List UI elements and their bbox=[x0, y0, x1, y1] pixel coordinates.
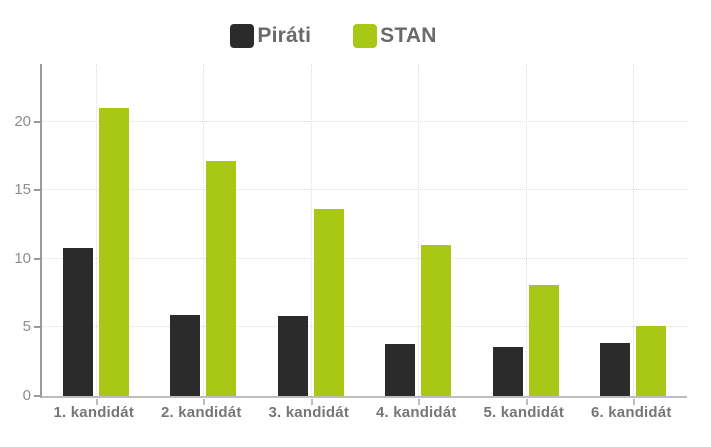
x-tick-2 bbox=[203, 399, 206, 405]
gridline-y-5 bbox=[42, 326, 687, 328]
y-tick-label-10: 10 bbox=[14, 249, 31, 267]
bar-piráti-4 bbox=[385, 343, 416, 396]
y-tick-15 bbox=[34, 189, 40, 192]
legend: Piráti STAN bbox=[0, 24, 689, 48]
category-group-2 bbox=[150, 64, 258, 405]
category-group-6 bbox=[580, 64, 688, 405]
bar-piráti-3 bbox=[277, 316, 308, 396]
y-tick-label-0: 0 bbox=[22, 387, 31, 404]
x-category-label-2: 2. kandidát bbox=[160, 404, 242, 421]
x-tick-6 bbox=[633, 399, 636, 405]
plot-area bbox=[40, 64, 688, 405]
bar-stan-6 bbox=[636, 326, 667, 396]
bar-piráti-6 bbox=[600, 342, 631, 396]
y-tick-label-15: 15 bbox=[14, 181, 31, 199]
gridline-x-6 bbox=[633, 64, 635, 396]
legend-item-pirati[interactable]: Piráti bbox=[230, 24, 311, 48]
gridline-x-3 bbox=[310, 64, 312, 396]
bar-stan-1 bbox=[98, 107, 129, 396]
x-axis-labels: 1. kandidát 2. kandidát 3. kandidát 4. kand… bbox=[40, 404, 685, 421]
x-tick-1 bbox=[95, 399, 98, 405]
bar-piráti-5 bbox=[492, 346, 523, 396]
y-tick-20 bbox=[34, 120, 40, 123]
legend-label-stan: STAN bbox=[380, 24, 437, 47]
x-tick-5 bbox=[525, 399, 528, 405]
x-tick-3 bbox=[310, 399, 313, 405]
y-tick-label-20: 20 bbox=[14, 112, 31, 130]
bar-stan-5 bbox=[528, 284, 559, 396]
category-group-3 bbox=[257, 64, 365, 405]
gridline-x-1 bbox=[95, 64, 97, 396]
bar-stan-3 bbox=[313, 209, 344, 396]
gridline-y-10 bbox=[42, 257, 687, 259]
legend-swatch-stan bbox=[353, 24, 378, 48]
x-category-label-3: 3. kandidát bbox=[268, 404, 350, 421]
gridline-x-4 bbox=[418, 64, 420, 396]
y-tick-10 bbox=[34, 257, 40, 260]
legend-label-pirati: Piráti bbox=[257, 24, 312, 47]
bar-stan-2 bbox=[206, 161, 237, 396]
y-tick-5 bbox=[34, 326, 40, 329]
legend-item-stan[interactable]: STAN bbox=[353, 24, 436, 48]
x-category-label-4: 4. kandidát bbox=[375, 404, 457, 421]
y-tick-label-5: 5 bbox=[22, 318, 31, 336]
bar-piráti-2 bbox=[170, 315, 201, 396]
category-group-4 bbox=[365, 64, 473, 405]
gridline-y-15 bbox=[42, 189, 687, 191]
x-category-label-6: 6. kandidát bbox=[590, 404, 672, 421]
y-tick-0 bbox=[34, 395, 40, 397]
bar-stan-4 bbox=[421, 245, 452, 396]
gridline-x-2 bbox=[203, 64, 205, 396]
gridline-y-20 bbox=[42, 120, 687, 122]
gridline-x-5 bbox=[525, 64, 527, 396]
bar-piráti-1 bbox=[62, 247, 93, 396]
legend-swatch-pirati bbox=[230, 24, 255, 48]
category-group-1 bbox=[42, 64, 150, 405]
x-tick-4 bbox=[418, 399, 421, 405]
x-category-label-1: 1. kandidát bbox=[53, 404, 135, 421]
bar-columns bbox=[42, 64, 688, 405]
x-category-label-5: 5. kandidát bbox=[483, 404, 565, 421]
category-group-5 bbox=[472, 64, 580, 405]
